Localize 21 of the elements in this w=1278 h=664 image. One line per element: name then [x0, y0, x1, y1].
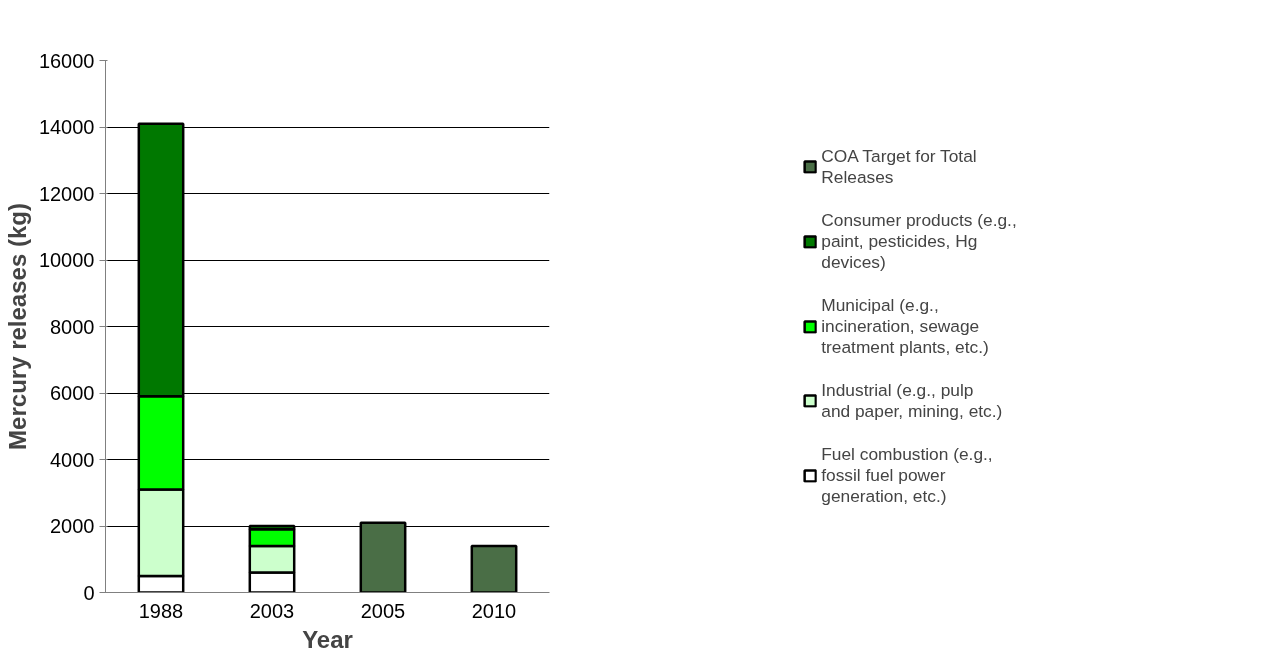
legend-label: Industrial (e.g., pulp and paper, mining, etc.)	[821, 379, 1003, 422]
x-axis-title: Year	[302, 625, 353, 653]
y-tick-label: 14000	[38, 116, 95, 138]
x-tick-label: 2003	[249, 599, 295, 622]
x-tick-label: 2010	[471, 599, 517, 622]
legend-label: COA Target for Total Releases	[821, 145, 977, 188]
x-tick-label: 1988	[138, 599, 184, 622]
bar	[470, 544, 518, 593]
x-tick-label: 2005	[360, 599, 406, 622]
y-tick-label: 10000	[38, 249, 95, 271]
y-tick-label: 6000	[50, 382, 95, 404]
y-tick-label: 2000	[50, 515, 95, 537]
legend-label: Fuel combustion (e.g., fossil fuel power generation, etc.)	[821, 443, 993, 507]
y-tick-label: 12000	[38, 182, 95, 205]
y-tick-label: 4000	[50, 448, 95, 471]
y-tick-label: 8000	[50, 315, 95, 338]
y-axis-title: Mercury releases (kg)	[3, 203, 31, 450]
legend-label: Consumer products (e.g., paint, pesticides, Hg devices)	[821, 209, 1017, 273]
legend-label: Municipal (e.g., incineration, sewage treatment plants, etc.)	[821, 294, 989, 358]
y-tick-label: 16000	[38, 49, 95, 72]
y-tick-label: 0	[83, 581, 95, 604]
